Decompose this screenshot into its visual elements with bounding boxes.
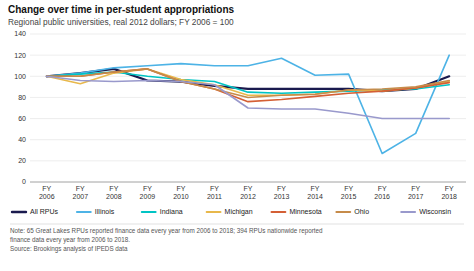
- x-tick-label: FY2010: [173, 185, 189, 200]
- note: Note: 65 Great Lakes RPUs reported finan…: [10, 227, 323, 253]
- x-axis-line: [30, 182, 466, 183]
- series-line: [47, 69, 449, 98]
- x-tick-label: FY2011: [207, 185, 222, 200]
- grid-line: [30, 34, 466, 35]
- lines: [47, 55, 449, 153]
- legend-label: Minnesota: [289, 208, 321, 215]
- x-tick-label: FY2012: [240, 185, 256, 200]
- y-tick-label: 20: [18, 157, 26, 164]
- legend-swatch: [336, 211, 350, 213]
- grid-line: [30, 182, 466, 183]
- legend-label: Ohio: [354, 208, 369, 215]
- x-tick-label: FY2015: [341, 185, 357, 200]
- x-tick-label: FY2007: [73, 185, 89, 200]
- title: Change over time in per-student appropri…: [8, 4, 235, 15]
- legend-label: Michigan: [225, 208, 253, 216]
- x-tick-label: FY2018: [441, 185, 457, 200]
- legend-swatch: [142, 211, 156, 213]
- legend: All RPUs Illinois Indiana Michigan Minnesota…: [12, 208, 451, 216]
- grid-line: [30, 76, 466, 77]
- grid-line: [30, 160, 466, 161]
- y-tick-label: 140: [14, 30, 26, 37]
- series-line: [47, 69, 449, 102]
- y-tick-label: 80: [18, 94, 26, 101]
- separator: [10, 224, 464, 225]
- x-tick-label: FY2008: [106, 185, 122, 200]
- legend-swatch: [12, 211, 26, 213]
- legend-label: Wisconsin: [419, 208, 451, 215]
- y-tick-label: 100: [14, 73, 26, 80]
- legend-label: Illinois: [95, 208, 115, 215]
- legend-label: All RPUs: [30, 208, 59, 215]
- y-tick-label: 120: [14, 52, 26, 59]
- chart: Change over time in per-student appropri…: [0, 0, 474, 271]
- y-tick-label: 40: [18, 136, 26, 143]
- x-tick-label: FY2016: [374, 185, 390, 200]
- legend-swatch: [271, 211, 285, 213]
- subtitle: Regional public universities, real 2012 …: [8, 17, 234, 27]
- legend-label: Indiana: [160, 208, 183, 215]
- x-tick-label: FY2014: [307, 185, 323, 200]
- legend-swatch: [207, 211, 221, 213]
- grid: [30, 34, 466, 182]
- y-tick-label: 0: [22, 178, 26, 185]
- x-tick-label: FY2013: [274, 185, 290, 200]
- x-tick-label: FY2006: [39, 185, 55, 200]
- grid-line: [30, 139, 466, 140]
- y-tick-label: 60: [18, 115, 26, 122]
- x-tick-label: FY2009: [140, 185, 156, 200]
- legend-swatch: [401, 211, 415, 213]
- series-line: [47, 55, 449, 153]
- series-line: [47, 76, 449, 118]
- grid-line: [30, 55, 466, 56]
- x-tick-label: FY2017: [408, 185, 424, 200]
- legend-swatch: [77, 211, 91, 213]
